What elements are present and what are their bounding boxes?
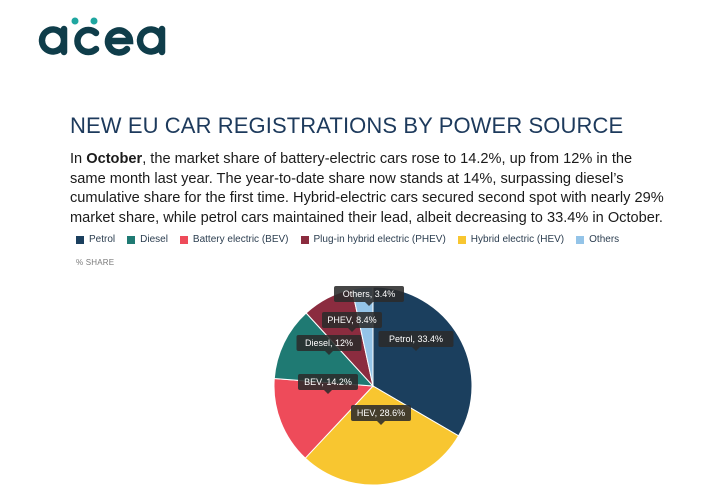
data-label: Others, 3.4% — [334, 286, 404, 306]
y-axis-label: % SHARE — [76, 258, 115, 267]
data-label-box — [296, 335, 362, 351]
legend-swatch — [127, 235, 136, 244]
data-label-pointer — [412, 347, 420, 351]
data-label-pointer — [377, 421, 385, 425]
legend-label: Others — [589, 234, 620, 245]
legend-label: Diesel — [140, 234, 168, 245]
legend-swatch — [300, 235, 309, 244]
data-label-box — [351, 405, 411, 421]
intro-month: October — [86, 151, 143, 167]
legend-label: Petrol — [89, 234, 116, 245]
data-label-text: Others, 3.4% — [343, 289, 396, 299]
legend-label: Hybrid electric (HEV) — [470, 234, 565, 245]
data-label-text: HEV, 28.6% — [357, 408, 405, 418]
legend-label: Plug-in hybrid electric (PHEV) — [313, 234, 446, 245]
legend-swatch — [576, 235, 585, 244]
legend-swatch — [76, 235, 84, 244]
intro-paragraph: In October, the market share of battery-… — [70, 150, 670, 228]
data-label-box — [378, 331, 454, 347]
data-label: Diesel, 12% — [296, 335, 362, 355]
acea-logo — [38, 17, 166, 56]
data-label-pointer — [324, 390, 332, 394]
pie-slice-battery-electric-bev[interactable] — [273, 378, 375, 459]
data-label: PHEV, 8.4% — [322, 312, 382, 332]
legend-item[interactable]: Diesel — [127, 234, 168, 245]
intro-body: , the market share of battery-electric c… — [70, 151, 664, 226]
data-label: HEV, 28.6% — [351, 405, 411, 425]
data-label-text: Petrol, 33.4% — [389, 334, 443, 344]
legend-swatch — [179, 235, 188, 244]
data-label-box — [334, 286, 404, 302]
data-label-pointer — [365, 302, 373, 306]
data-label-box — [322, 312, 382, 328]
data-label-box — [298, 374, 358, 390]
legend-item[interactable]: Battery electric (BEV) — [179, 234, 289, 245]
data-label-pointer — [348, 328, 356, 332]
legend-item[interactable]: Plug-in hybrid electric (PHEV) — [300, 234, 446, 245]
page-title: NEW EU CAR REGISTRATIONS BY POWER SOURCE — [70, 113, 624, 138]
data-label: Petrol, 33.4% — [378, 331, 454, 351]
chart-legend: Petrol Diesel Battery electric (BEV) Plug-i… — [76, 234, 619, 245]
legend-item[interactable]: Others — [576, 234, 619, 245]
data-label-text: PHEV, 8.4% — [327, 315, 376, 325]
legend-swatch — [457, 235, 466, 244]
legend-item[interactable]: Petrol — [76, 234, 115, 245]
data-label: BEV, 14.2% — [298, 374, 358, 394]
logo-dot — [90, 17, 98, 25]
logo-dot — [71, 17, 79, 25]
data-label-pointer — [325, 351, 333, 355]
intro-lead: In — [70, 151, 87, 167]
pie-slice-hybrid-electric-hev[interactable] — [304, 385, 460, 486]
data-label-text: Diesel, 12% — [305, 338, 353, 348]
data-label-text: BEV, 14.2% — [304, 377, 352, 387]
legend-item[interactable]: Hybrid electric (HEV) — [457, 234, 565, 245]
legend-label: Battery electric (BEV) — [192, 234, 289, 245]
